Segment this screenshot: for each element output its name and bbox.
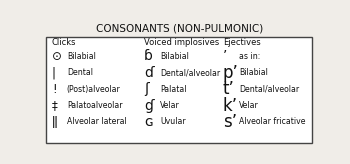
Text: ɗ: ɗ <box>144 66 154 80</box>
Text: as in:: as in: <box>239 52 260 61</box>
Text: Bilabial: Bilabial <box>67 52 96 61</box>
Text: Palatal: Palatal <box>160 85 187 94</box>
Text: sʼ: sʼ <box>223 113 237 131</box>
Text: Dental/alveolar: Dental/alveolar <box>160 68 220 77</box>
Text: Alveolar fricative: Alveolar fricative <box>239 117 306 126</box>
Text: pʼ: pʼ <box>223 64 239 82</box>
Text: ʃ: ʃ <box>144 82 149 96</box>
Text: ɓ: ɓ <box>144 49 153 63</box>
Text: Bilabial: Bilabial <box>160 52 189 61</box>
Text: kʼ: kʼ <box>223 97 238 114</box>
Text: Alveolar lateral: Alveolar lateral <box>67 117 127 126</box>
FancyBboxPatch shape <box>47 37 312 144</box>
Text: |: | <box>52 66 56 79</box>
Text: ɢ: ɢ <box>144 115 153 129</box>
Text: ‡: ‡ <box>52 99 58 112</box>
Text: !: ! <box>52 83 56 96</box>
Text: Palatoalveolar: Palatoalveolar <box>67 101 122 110</box>
Text: Ejectives: Ejectives <box>223 38 260 47</box>
Text: Clicks: Clicks <box>52 38 76 47</box>
Text: Voiced implosives: Voiced implosives <box>144 38 219 47</box>
Text: Dental/alveolar: Dental/alveolar <box>239 85 299 94</box>
Text: (Post)alveolar: (Post)alveolar <box>67 85 120 94</box>
Text: ɠ: ɠ <box>144 99 154 113</box>
Text: Uvular: Uvular <box>160 117 186 126</box>
Text: ǁ: ǁ <box>52 115 58 128</box>
Text: ʼ: ʼ <box>223 49 227 63</box>
Text: Velar: Velar <box>160 101 180 110</box>
Text: Velar: Velar <box>239 101 259 110</box>
Text: Dental: Dental <box>67 68 93 77</box>
Text: CONSONANTS (NON-PULMONIC): CONSONANTS (NON-PULMONIC) <box>96 23 263 33</box>
Text: tʼ: tʼ <box>223 80 235 98</box>
Text: Bilabial: Bilabial <box>239 68 268 77</box>
Text: ⊙: ⊙ <box>52 50 62 63</box>
